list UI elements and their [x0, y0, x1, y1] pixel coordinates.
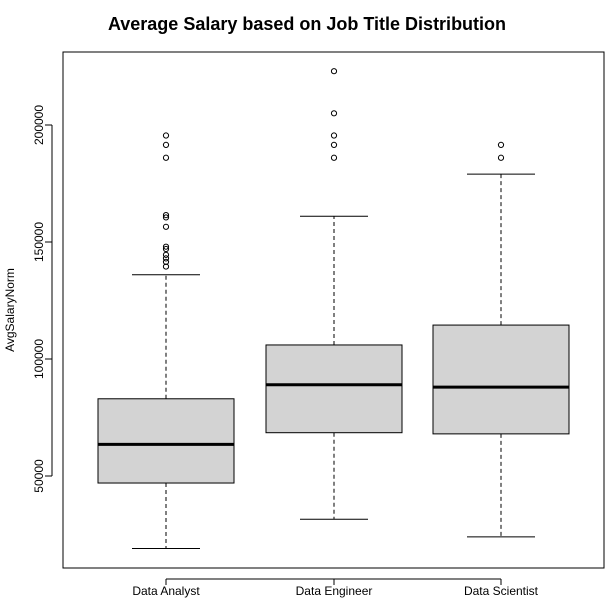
- outlier-point: [162, 211, 170, 219]
- y-tick-label: 100000: [32, 339, 46, 379]
- iqr-box: [265, 344, 403, 434]
- x-tick-label: Data Analyst: [132, 584, 200, 598]
- outlier-point: [162, 132, 170, 139]
- y-tick-label: 150000: [32, 222, 46, 262]
- x-tick-label: Data Engineer: [296, 584, 373, 598]
- outlier-point: [162, 263, 170, 270]
- outlier-point: [162, 251, 170, 258]
- iqr-box: [432, 324, 570, 435]
- y-tick-label: 50000: [32, 459, 46, 493]
- outlier-point: [330, 68, 338, 75]
- box-group: [97, 132, 235, 550]
- outlier-point: [162, 141, 170, 148]
- x-tick-label: Data Scientist: [464, 584, 539, 598]
- outlier-point: [330, 110, 338, 117]
- box-group: [265, 68, 403, 520]
- outlier-point: [162, 223, 170, 230]
- outlier-point: [162, 258, 170, 265]
- outlier-point: [162, 154, 170, 161]
- chart-title: Average Salary based on Job Title Distri…: [108, 14, 506, 34]
- x-axis: Data Analyst Data Engineer Data Scientist: [132, 578, 539, 598]
- outlier-point: [330, 141, 338, 148]
- outlier-point: [162, 243, 170, 250]
- iqr-box: [97, 398, 235, 484]
- box-group: [432, 141, 570, 538]
- outlier-point: [330, 132, 338, 139]
- y-axis-label: AvgSalaryNorm: [3, 268, 17, 352]
- outlier-point: [162, 245, 170, 253]
- outlier-point: [330, 154, 338, 161]
- outlier-point: [162, 255, 170, 262]
- plot-frame: [62, 51, 605, 569]
- outlier-point: [497, 141, 505, 148]
- box-series: [97, 68, 570, 550]
- outlier-point: [162, 214, 170, 221]
- y-axis: 50000 100000 150000 200000: [32, 105, 53, 493]
- y-tick-label: 200000: [32, 105, 46, 145]
- outlier-point: [497, 154, 505, 161]
